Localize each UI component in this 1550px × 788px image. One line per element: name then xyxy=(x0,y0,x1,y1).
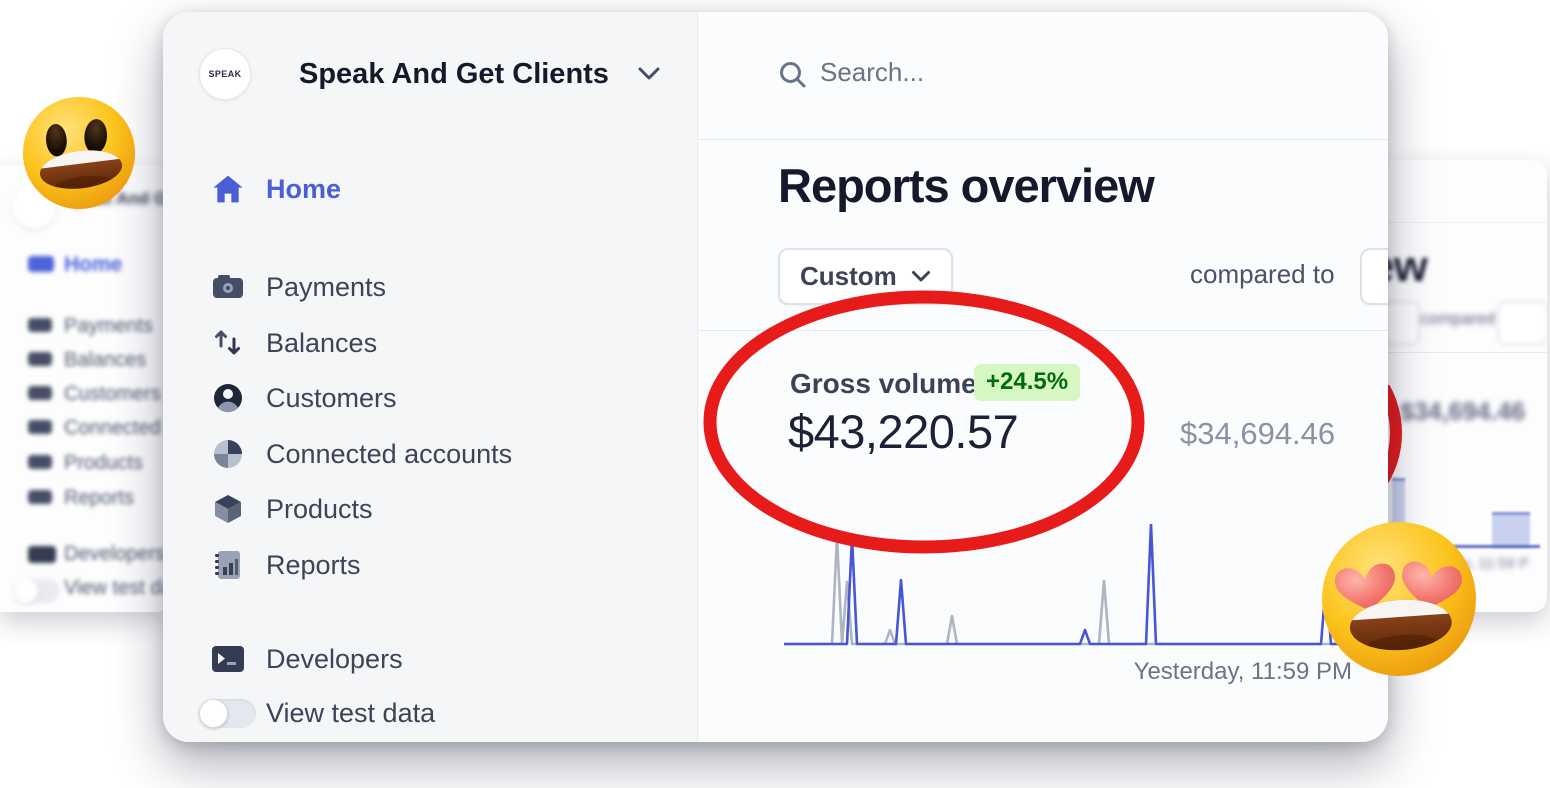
bg-right-baseline xyxy=(1390,545,1540,548)
balances-icon xyxy=(28,352,52,366)
metric-comparison-value: $34,694.46 xyxy=(1180,416,1336,451)
bg-left-test-toggle: View test data xyxy=(0,577,168,603)
background-window-left: Speak And Get Clients Home Payments Bala… xyxy=(0,165,168,612)
main-content: Reports overview Custom compared to Gros… xyxy=(698,12,1388,742)
sidebar-item-label: Connected accounts xyxy=(266,438,513,469)
reports-icon xyxy=(211,548,245,582)
chevron-down-icon xyxy=(911,271,930,282)
terminal-icon xyxy=(28,546,56,563)
sidebar-item-payments[interactable]: Payments xyxy=(211,268,681,306)
change-badge: +24.5% xyxy=(974,364,1081,401)
view-test-data-toggle[interactable] xyxy=(199,698,256,728)
date-range-label: Custom xyxy=(800,261,897,291)
bg-left-home: Home xyxy=(0,253,168,277)
terminal-icon xyxy=(211,642,245,676)
sidebar-item-label: Payments xyxy=(266,271,387,302)
customers-icon xyxy=(28,386,52,400)
bg-left-developers: Developers xyxy=(0,543,168,567)
compare-range-button[interactable] xyxy=(1360,248,1388,305)
bg-right-compare-button xyxy=(1497,301,1547,345)
bg-left-item: Customers xyxy=(0,383,168,407)
home-icon xyxy=(28,256,54,272)
sidebar-item-developers[interactable]: Developers xyxy=(211,640,681,678)
customers-icon xyxy=(211,381,245,415)
sidebar-item-connected-accounts[interactable]: Connected accounts xyxy=(211,435,681,473)
sidebar-item-label: Balances xyxy=(266,327,378,358)
view-test-data-label: View test data xyxy=(266,697,436,728)
sidebar-item-home[interactable]: Home xyxy=(211,170,681,208)
red-annotation-arc-fragment xyxy=(1380,385,1402,485)
bg-right-range-button xyxy=(1382,301,1420,345)
bg-left-item: Payments xyxy=(0,315,168,339)
search-input[interactable] xyxy=(818,56,1242,89)
compared-to-label: compared to xyxy=(1190,259,1335,289)
background-window-right: Reports overview compared to $34,694.46 … xyxy=(1380,160,1547,612)
bg-left-item: Products xyxy=(0,452,168,476)
bg-left-item: Reports xyxy=(0,487,168,511)
balances-icon xyxy=(211,326,245,360)
metric-value: $43,220.57 xyxy=(788,405,1019,458)
view-test-data-row: View test data xyxy=(199,696,669,730)
reports-icon xyxy=(28,490,52,504)
sidebar-item-customers[interactable]: Customers xyxy=(211,379,681,417)
date-range-button[interactable]: Custom xyxy=(778,248,953,305)
sidebar-item-label: Customers xyxy=(266,382,397,413)
sidebar-item-reports[interactable]: Reports xyxy=(211,546,681,584)
payments-icon xyxy=(211,270,245,304)
chevron-down-icon xyxy=(638,67,660,80)
connected-accounts-icon xyxy=(211,437,245,471)
divider xyxy=(1380,222,1547,223)
search-bar xyxy=(698,12,1388,140)
sidebar-item-balances[interactable]: Balances xyxy=(211,324,681,362)
account-logo-text: SPEAK xyxy=(208,69,242,79)
products-icon xyxy=(211,492,245,526)
payments-icon xyxy=(28,318,52,332)
sidebar-item-products[interactable]: Products xyxy=(211,490,681,528)
chart-x-axis-end-label: Yesterday, 11:59 PM xyxy=(1133,658,1352,685)
gross-volume-chart xyxy=(784,524,1361,646)
bg-left-avatar xyxy=(12,185,56,229)
bg-right-heading-fragment: Reports overview xyxy=(1380,242,1428,291)
sidebar-item-label: Reports xyxy=(266,549,361,580)
products-icon xyxy=(28,455,52,469)
sidebar: SPEAK Speak And Get Clients Home Payment… xyxy=(163,12,698,742)
metric-label: Gross volume xyxy=(790,368,977,399)
bg-right-bar xyxy=(1492,512,1530,548)
bg-right-bar xyxy=(1392,478,1405,548)
account-switcher[interactable]: SPEAK Speak And Get Clients xyxy=(199,48,660,102)
account-name: Speak And Get Clients xyxy=(299,58,609,90)
search-icon xyxy=(780,62,806,88)
dashboard-window: SPEAK Speak And Get Clients Home Payment… xyxy=(163,12,1388,742)
bg-left-item: Balances xyxy=(0,349,168,373)
connected-accounts-icon xyxy=(28,420,52,434)
home-icon xyxy=(211,172,245,206)
bg-right-comparison-value: $34,694.46 xyxy=(1400,398,1526,426)
sidebar-item-label: Products xyxy=(266,493,373,524)
bg-left-item: Connected accounts xyxy=(0,417,168,441)
sidebar-item-label: Developers xyxy=(266,643,403,674)
divider xyxy=(1380,352,1547,353)
divider xyxy=(698,330,1388,331)
account-avatar: SPEAK xyxy=(199,48,251,100)
page-title: Reports overview xyxy=(778,159,1155,212)
toggle-knob xyxy=(14,579,38,603)
bg-right-compared-label: compared to xyxy=(1420,309,1498,328)
bg-left-account-name: Speak And Get Clients xyxy=(62,189,166,208)
sidebar-item-label: Home xyxy=(266,173,342,204)
bg-right-axis-label: Yesterday, 11:59 PM xyxy=(1405,555,1530,572)
toggle-knob xyxy=(199,698,228,728)
